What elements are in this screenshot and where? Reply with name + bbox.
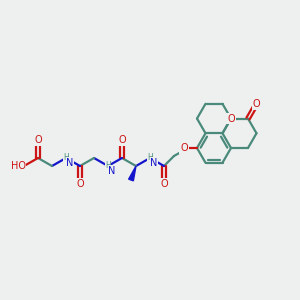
Text: O: O (76, 179, 84, 189)
Polygon shape (129, 166, 136, 181)
Text: O: O (160, 179, 168, 189)
Text: H: H (105, 160, 111, 169)
Text: N: N (66, 158, 74, 168)
Text: O: O (118, 135, 126, 145)
Text: N: N (150, 158, 158, 168)
Text: HO: HO (11, 161, 26, 171)
Text: H: H (147, 152, 153, 161)
Text: O: O (180, 143, 188, 153)
Text: O: O (253, 99, 260, 109)
Text: O: O (34, 135, 42, 145)
Text: H: H (63, 152, 69, 161)
Text: N: N (108, 166, 116, 176)
Text: O: O (227, 114, 235, 124)
